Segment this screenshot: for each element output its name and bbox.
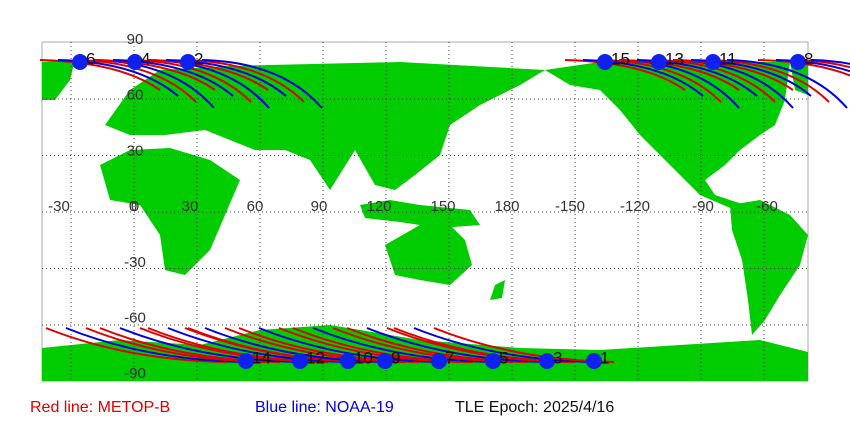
lon-label: 120 [366, 198, 391, 215]
pass-label: 3 [553, 348, 562, 367]
lat-label: 90 [127, 31, 144, 48]
lon-label: 60 [247, 198, 264, 215]
pass-label: 9 [391, 348, 400, 367]
pass-marker [292, 353, 308, 369]
lon-label: -30 [48, 198, 70, 215]
orbit-track [564, 59, 686, 91]
orbit-track [201, 59, 323, 109]
orbit-track [413, 327, 595, 363]
orbit-track [94, 59, 216, 91]
orbit-track [793, 59, 850, 69]
lat-label: -90 [124, 365, 146, 382]
lon-label: 30 [182, 198, 199, 215]
pass-label: 11 [719, 49, 737, 68]
orbit-track [312, 327, 494, 363]
pass-marker [72, 54, 88, 70]
lon-label: -60 [756, 198, 778, 215]
pass-label: 15 [611, 49, 630, 68]
lon-label: 0 [129, 198, 137, 215]
lon-label: 180 [494, 198, 519, 215]
pass-marker [597, 54, 613, 70]
pass-label: 1 [600, 348, 609, 367]
orbit-track [346, 327, 528, 363]
orbit-track [45, 327, 227, 363]
pass-label: 4 [141, 49, 150, 68]
lon-label: -120 [620, 198, 650, 215]
pass-marker [431, 353, 447, 369]
orbit-track [672, 59, 794, 91]
orbit-track [757, 59, 850, 77]
orbit-track [708, 59, 830, 103]
orbit-tracks [39, 59, 850, 363]
lat-label: 30 [127, 142, 144, 159]
pass-label: 10 [354, 348, 373, 367]
lon-label: -90 [692, 198, 714, 215]
orbit-track [99, 327, 281, 363]
legend-red: Red line: METOP-B [30, 399, 170, 416]
pass-marker [705, 54, 721, 70]
lat-label: 60 [127, 87, 144, 104]
orbit-track [811, 59, 850, 65]
orbit-track [726, 59, 848, 109]
orbit-track [618, 59, 740, 91]
orbit-track [600, 59, 722, 103]
orbit-track [654, 59, 776, 103]
orbit-track [39, 59, 161, 91]
lon-label: 150 [430, 198, 455, 215]
orbit-track [119, 327, 301, 363]
pass-marker [377, 353, 393, 369]
pass-label: 13 [665, 49, 684, 68]
lon-label: -150 [555, 198, 585, 215]
orbit-track [238, 327, 420, 363]
orbit-track [183, 59, 305, 103]
orbit-track [75, 59, 197, 103]
orbit-track [167, 327, 349, 363]
pass-label: 12 [306, 348, 325, 367]
pass-marker [651, 54, 667, 70]
orbit-track [204, 327, 386, 363]
lat-label: 0 [131, 198, 139, 215]
lon-label: 90 [311, 198, 328, 215]
pass-marker [790, 54, 806, 70]
graticule [42, 42, 808, 381]
pass-label: 2 [194, 49, 203, 68]
legend-blue: Blue line: NOAA-19 [255, 399, 394, 416]
pass-label: 6 [86, 49, 95, 68]
pass-marker [340, 353, 356, 369]
orbit-track [258, 327, 440, 363]
pass-marker [180, 54, 196, 70]
pass-marker [539, 353, 555, 369]
pass-label: 5 [499, 348, 508, 367]
pass-label: 7 [445, 348, 454, 367]
orbit-track [292, 327, 474, 363]
orbit-track [147, 59, 269, 91]
pass-label: 8 [804, 49, 813, 68]
orbit-track [366, 327, 548, 363]
pass-label: 14 [252, 348, 271, 367]
legend-epoch: TLE Epoch: 2025/4/16 [455, 399, 614, 416]
lat-label: -30 [124, 254, 146, 271]
orbit-track [65, 327, 247, 363]
pass-marker [485, 353, 501, 369]
pass-marker [127, 54, 143, 70]
pass-marker [586, 353, 602, 369]
lat-label: -60 [124, 309, 146, 326]
pass-marker [238, 353, 254, 369]
